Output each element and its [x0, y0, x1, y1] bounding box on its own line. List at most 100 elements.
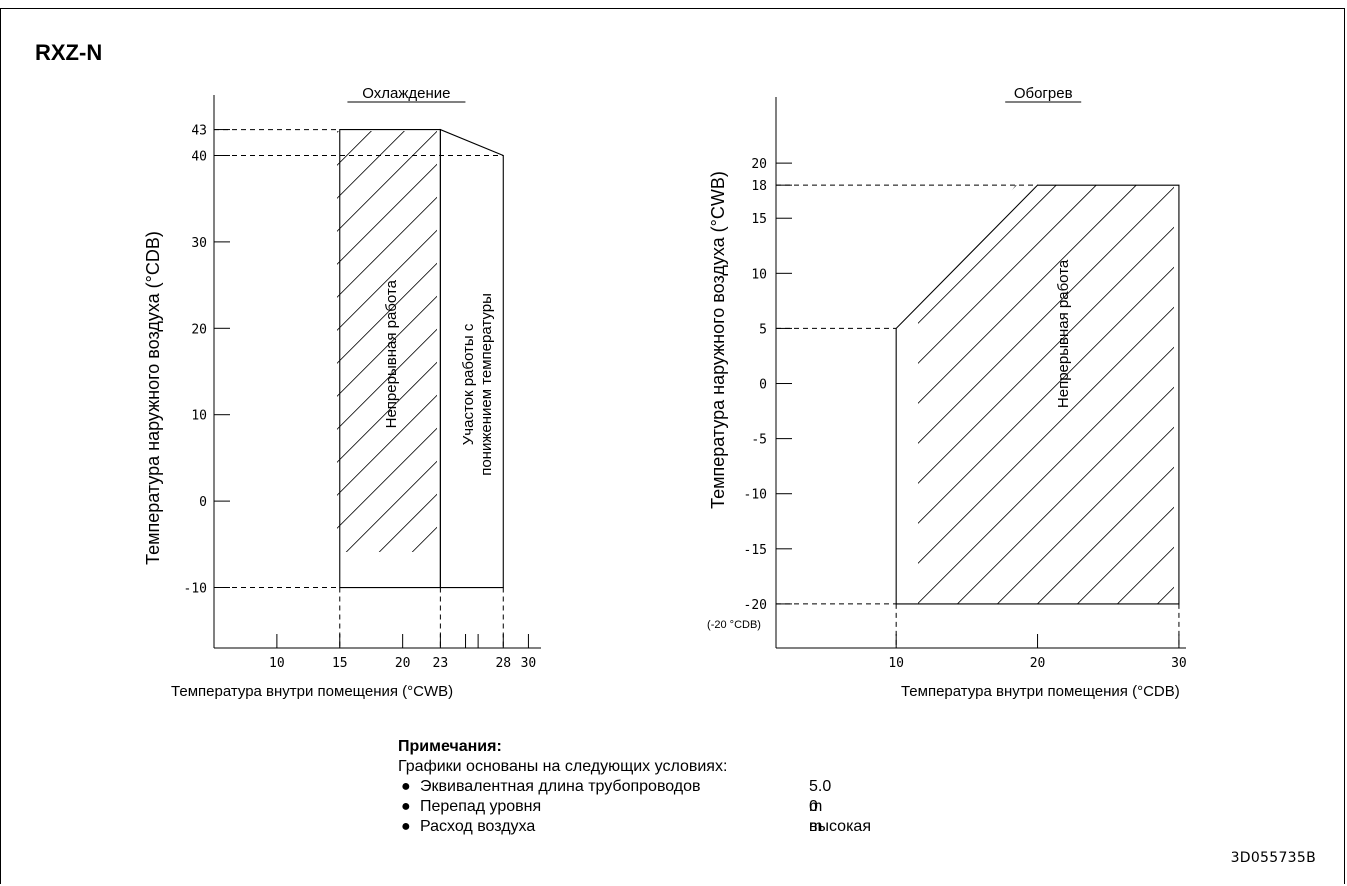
notes-block: Примечания: Графики основаны на следующи…	[398, 737, 871, 837]
hatch-line	[337, 131, 437, 552]
cooling-x-tick-label: 28	[495, 656, 511, 671]
hatch-line	[918, 184, 1097, 604]
bullet-icon: ●	[401, 798, 411, 815]
hatch-line	[337, 131, 407, 552]
cooling-reduced-region	[439, 128, 504, 589]
heating-y-tick-label: 5	[759, 322, 767, 337]
hatch-line	[1037, 184, 1174, 604]
notes-item: ● Перепад уровня 0 m	[398, 797, 822, 835]
cooling-y-tick-label: 0	[199, 495, 207, 510]
hatch-line	[542, 130, 1000, 588]
hatch-line	[997, 184, 1174, 604]
cooling-x-tick-label: 15	[332, 656, 348, 671]
notes-intro: Графики основаны на следующих условиях:	[398, 758, 728, 775]
hatch-line	[443, 130, 901, 588]
hatch-line	[343, 131, 437, 552]
notes-item: ● Эквивалентная длина трубопроводов 5.0 …	[398, 777, 831, 815]
cooling-y-tick-label: -10	[184, 582, 207, 597]
heating-continuous-hatching	[477, 184, 1347, 604]
hatch-line	[1117, 184, 1174, 604]
heating-chart-title: Обогрев	[1014, 85, 1073, 102]
heating-y-tick-label: 18	[751, 179, 767, 194]
cooling-y-axis-label: Температура наружного воздуха (°CDB)	[143, 231, 163, 565]
heating-y-tick-label: 20	[751, 157, 767, 172]
hatch-line	[806, 130, 1264, 588]
hatch-line	[918, 184, 1174, 604]
hatch-line	[337, 131, 437, 552]
hatch-line	[872, 130, 1330, 588]
hatch-line	[957, 184, 1174, 604]
heating-y-tick-label: 10	[751, 267, 767, 282]
heating-x-tick-label: 30	[1171, 656, 1187, 671]
notes-item: ● Расход воздуха высокая	[398, 817, 871, 837]
notes-item-value: высокая	[809, 818, 871, 835]
heating-y-tick-label: 0	[759, 378, 767, 393]
hatch-line	[1277, 185, 1347, 604]
bullet-icon: ●	[401, 778, 411, 795]
hatch-line	[337, 131, 374, 552]
cooling-reduced-label: Участок работы спонижением температуры	[460, 293, 495, 476]
heating-y-axis-label: Температура наружного воздуха (°CWB)	[708, 171, 728, 509]
hatch-line	[918, 184, 1174, 604]
heating-y-tick-label: -10	[744, 488, 767, 503]
page-frame	[0, 8, 1345, 884]
cooling-chart-title: Охлаждение	[362, 85, 450, 102]
notes-heading: Примечания:	[398, 738, 502, 755]
heating-x-tick-label: 20	[1030, 656, 1046, 671]
hatch-line	[1317, 185, 1347, 604]
hatch-line	[477, 185, 896, 604]
hatch-line	[376, 131, 437, 552]
cooling-x-tick-label: 23	[433, 656, 449, 671]
notes-item-label: Расход воздуха	[420, 818, 536, 835]
hatch-line	[337, 131, 341, 552]
cooling-x-tick-label: 10	[269, 656, 285, 671]
notes-item-value: 0 m	[809, 798, 823, 835]
drawing-code: 3D055735B	[1230, 850, 1316, 866]
heating-x-axis-label: Температура внутри помещения (°CDB)	[901, 683, 1180, 700]
hatch-line	[918, 184, 977, 604]
hatch-line	[575, 130, 1033, 588]
bullet-icon: ●	[401, 818, 411, 835]
hatch-line	[1197, 185, 1347, 604]
cooling-x-tick-label: 20	[395, 656, 411, 671]
cooling-reduced-label-line: Участок работы с	[460, 323, 477, 445]
notes-item-value: 5.0 m	[809, 778, 832, 815]
hatch-line	[918, 184, 1174, 604]
hatch-line	[337, 131, 437, 552]
hatch-line	[337, 131, 437, 552]
hatch-line	[337, 131, 437, 552]
heating-y-annotation: (-20 °CDB)	[707, 619, 761, 631]
hatch-line	[608, 130, 1066, 588]
hatch-line	[918, 184, 1137, 604]
hatch-line	[918, 184, 1017, 604]
hatch-line	[476, 130, 934, 588]
hatch-line	[918, 184, 1057, 604]
cooling-x-tick-label: 30	[521, 656, 537, 671]
heating-y-tick-label: -5	[751, 433, 767, 448]
hatch-line	[740, 130, 1198, 588]
cooling-y-tick-label: 10	[191, 409, 207, 424]
notes-item-label: Перепад уровня	[420, 798, 542, 815]
cooling-y-tick-label: 43	[191, 124, 207, 139]
hatch-line	[918, 184, 1174, 604]
heating-y-tick-label: -15	[744, 543, 767, 558]
hatch-line	[509, 130, 967, 588]
heating-y-tick-label: -20	[744, 598, 767, 613]
heating-x-tick-label: 10	[888, 656, 904, 671]
hatch-line	[918, 184, 1174, 604]
cooling-continuous-hatching	[337, 130, 1330, 588]
hatch-line	[1157, 184, 1174, 604]
hatch-line	[1077, 184, 1174, 604]
hatch-line	[337, 131, 437, 552]
hatch-line	[337, 131, 437, 552]
hatch-line	[1237, 185, 1347, 604]
cooling-reduced-label-line: понижением температуры	[478, 293, 495, 476]
cooling-y-tick-label: 40	[191, 149, 207, 164]
cooling-y-tick-label: 30	[191, 236, 207, 251]
model-title: RXZ-N	[35, 40, 103, 65]
cooling-continuous-label: Непрерывная работа	[383, 279, 400, 428]
notes-item-label: Эквивалентная длина трубопроводов	[420, 778, 701, 795]
cooling-x-axis-label: Температура внутри помещения (°CWB)	[171, 683, 453, 700]
heating-continuous-label: Непрерывная работа	[1055, 259, 1072, 408]
